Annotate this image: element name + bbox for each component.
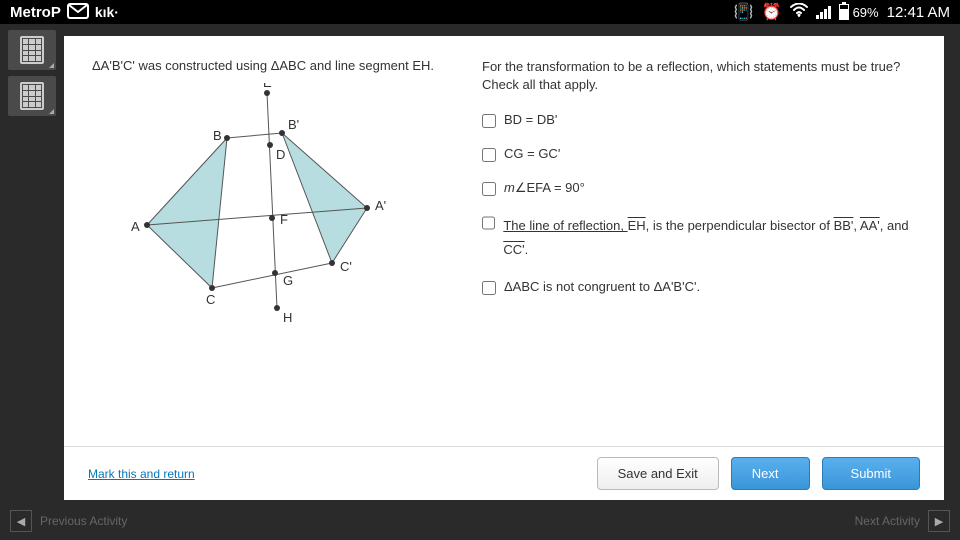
svg-text:C: C: [206, 292, 215, 307]
option-c-label: m∠EFA = 90°: [504, 180, 585, 196]
svg-text:E: E: [263, 83, 272, 90]
question-panel: ΔA'B'C' was constructed using ΔABC and l…: [64, 36, 944, 500]
option-d[interactable]: The line of reflection, EH, is the perpe…: [482, 214, 916, 261]
next-activity-label: Next Activity: [855, 514, 920, 528]
svg-text:B: B: [213, 128, 222, 143]
vibrate-icon: 📳: [734, 2, 754, 22]
calculator-tool-2[interactable]: [8, 76, 56, 116]
svg-text:A: A: [131, 219, 140, 234]
svg-text:C': C': [340, 259, 352, 274]
calculator-tool-1[interactable]: [8, 30, 56, 70]
svg-text:D: D: [276, 147, 285, 162]
checkbox-a[interactable]: [482, 114, 496, 128]
signal-icon: [816, 6, 831, 19]
option-b-label: CG = GC': [504, 146, 560, 161]
option-b[interactable]: CG = GC': [482, 146, 916, 162]
svg-text:H: H: [283, 310, 292, 323]
android-status-bar: MetroP kık· 📳 ⏰ 69% 12:41 AM: [0, 0, 960, 24]
checkbox-e[interactable]: [482, 281, 496, 295]
question-stem: For the transformation to be a reflectio…: [482, 58, 916, 94]
checkbox-b[interactable]: [482, 148, 496, 162]
tool-sidebar: [0, 24, 64, 122]
next-button[interactable]: Next: [731, 457, 810, 490]
clock: 12:41 AM: [887, 4, 950, 21]
svg-text:G: G: [283, 273, 293, 288]
option-e[interactable]: ΔABC is not congruent to ΔA'B'C'.: [482, 279, 916, 295]
prev-activity-label: Previous Activity: [40, 514, 127, 528]
svg-text:F: F: [280, 212, 288, 227]
panel-footer: Mark this and return Save and Exit Next …: [64, 446, 944, 500]
battery-indicator: 69%: [839, 4, 879, 20]
next-activity-button[interactable]: ▶: [928, 510, 950, 532]
alarm-icon: ⏰: [762, 2, 782, 22]
prev-activity-button[interactable]: ◀: [10, 510, 32, 532]
svg-text:A': A': [375, 198, 386, 213]
geometry-diagram: E B B'D A A' F C C' G H: [112, 83, 392, 323]
save-exit-button[interactable]: Save and Exit: [597, 457, 719, 490]
submit-button[interactable]: Submit: [822, 457, 920, 490]
activity-nav: ◀ Previous Activity Next Activity ▶: [10, 510, 950, 532]
wifi-icon: [790, 3, 808, 22]
mark-return-link[interactable]: Mark this and return: [88, 467, 195, 481]
checkbox-c[interactable]: [482, 182, 496, 196]
option-c[interactable]: m∠EFA = 90°: [482, 180, 916, 196]
checkbox-d[interactable]: [482, 216, 495, 230]
app-label: kık·: [95, 4, 119, 20]
message-icon: [67, 3, 89, 22]
carrier-label: MetroP: [10, 4, 61, 21]
option-d-label: The line of reflection, EH, is the perpe…: [503, 214, 916, 261]
option-e-label: ΔABC is not congruent to ΔA'B'C'.: [504, 279, 700, 294]
prompt-text: ΔA'B'C' was constructed using ΔABC and l…: [92, 58, 452, 73]
svg-text:B': B': [288, 117, 299, 132]
option-a-label: BD = DB': [504, 112, 557, 127]
option-a[interactable]: BD = DB': [482, 112, 916, 128]
